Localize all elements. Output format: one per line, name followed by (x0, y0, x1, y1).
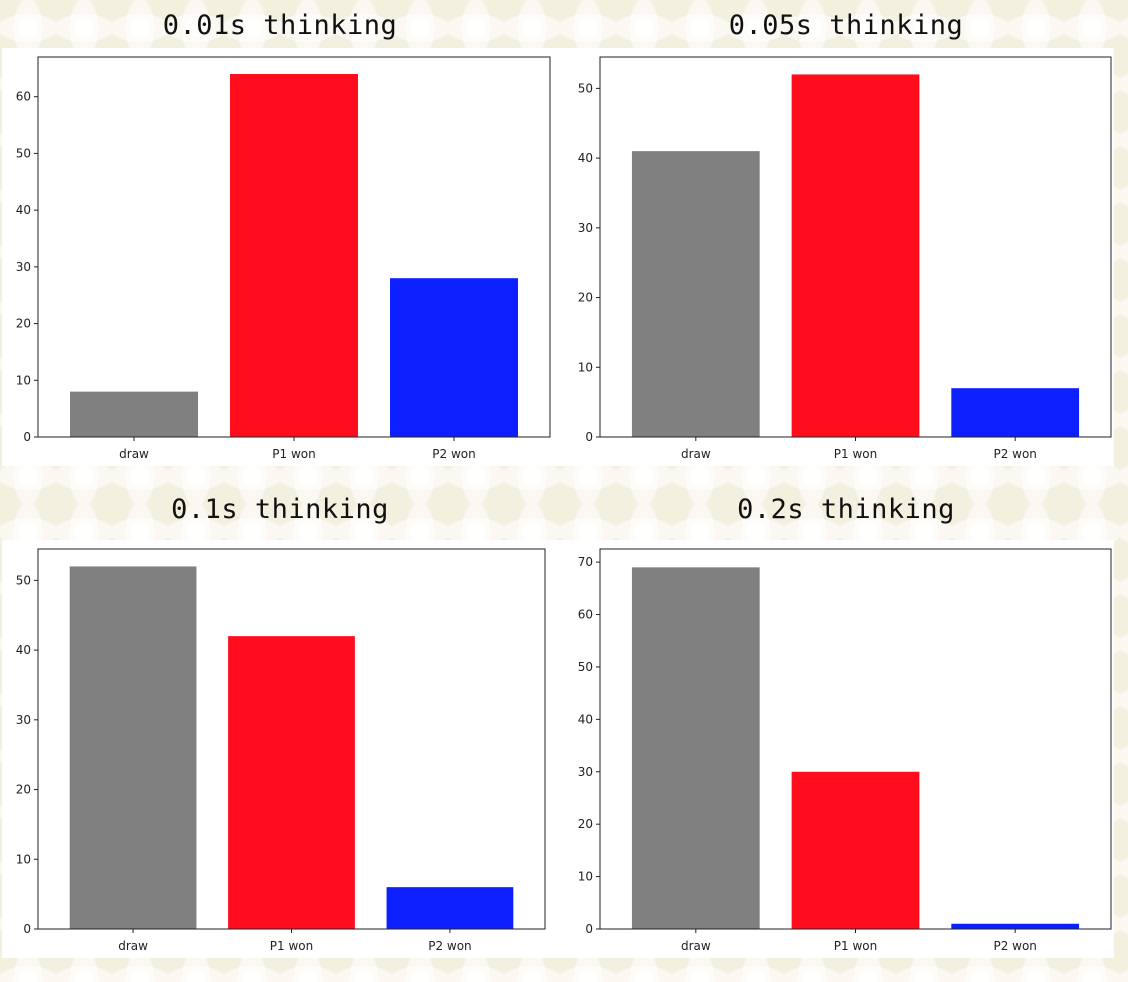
y-tick-label: 50 (16, 146, 31, 160)
x-tick-label: draw (681, 447, 711, 461)
y-tick-label: 50 (578, 660, 593, 674)
y-tick-label: 0 (585, 922, 593, 936)
chart-title: 0.1s thinking (171, 494, 389, 525)
bar-p2-won (951, 388, 1080, 437)
bar-p2-won (390, 278, 518, 437)
chart-panel-2: 0.05s thinking 0 10 20 30 40 50 draw P1 won P2 w… (556, 0, 1128, 470)
chart-title: 0.01s thinking (162, 10, 398, 41)
x-tick-label: P1 won (834, 447, 877, 461)
y-tick-label: 10 (16, 852, 31, 866)
y-tick-label: 40 (578, 151, 593, 165)
y-tick-label: 50 (578, 81, 593, 95)
x-tick-label: P1 won (272, 447, 315, 461)
bar-chart: 0 10 20 30 40 50 60 draw P1 won P2 won (16, 56, 551, 461)
y-tick-label: 40 (16, 643, 31, 657)
y-tick-label: 10 (578, 870, 593, 884)
y-tick-label: 0 (23, 430, 31, 444)
bar-p1-won (791, 771, 920, 929)
y-tick-label: 40 (16, 203, 31, 217)
bar-p1-won (228, 636, 355, 929)
bar-draw (631, 567, 760, 929)
y-tick-label: 30 (16, 260, 31, 274)
chart-title: 0.05s thinking (728, 10, 964, 41)
chart-title: 0.2s thinking (737, 494, 955, 525)
bar-draw (631, 151, 760, 438)
y-tick-label: 10 (578, 360, 593, 374)
y-tick-label: 0 (23, 922, 31, 936)
x-tick-label: P2 won (428, 939, 471, 953)
x-tick-label: P1 won (834, 939, 877, 953)
chart-panel-4: 0.2s thinking 0 10 20 30 40 50 60 70 draw P1 won P… (556, 490, 1128, 982)
chart-panel-1: 0.01s thinking 0 10 20 30 40 50 60 draw P1 won P2… (0, 0, 560, 470)
bar-chart: 0 10 20 30 40 50 60 70 draw P1 won P2 won (578, 548, 1112, 953)
bar-draw (70, 391, 198, 437)
y-tick-label: 20 (16, 317, 31, 331)
x-tick-label: P2 won (993, 447, 1036, 461)
bar-p2-won (386, 887, 514, 929)
x-tick-label: P2 won (432, 447, 475, 461)
bar-chart: 0 10 20 30 40 50 draw P1 won P2 won (16, 548, 546, 953)
y-tick-label: 30 (578, 221, 593, 235)
x-tick-label: draw (119, 447, 149, 461)
y-tick-label: 10 (16, 373, 31, 387)
y-tick-label: 20 (578, 291, 593, 305)
x-tick-label: P2 won (993, 939, 1036, 953)
y-tick-label: 20 (578, 817, 593, 831)
y-tick-label: 60 (16, 90, 31, 104)
y-tick-label: 70 (578, 555, 593, 569)
chart-panel-3: 0.1s thinking 0 10 20 30 40 50 draw P1 won P2 wo… (0, 490, 560, 982)
x-tick-label: draw (118, 939, 148, 953)
y-tick-label: 50 (16, 573, 31, 587)
bar-chart: 0 10 20 30 40 50 draw P1 won P2 won (578, 56, 1112, 461)
y-tick-label: 0 (585, 430, 593, 444)
y-tick-label: 60 (578, 608, 593, 622)
bar-p1-won (791, 74, 920, 438)
x-tick-label: draw (681, 939, 711, 953)
y-tick-label: 30 (16, 713, 31, 727)
y-tick-label: 40 (578, 712, 593, 726)
x-tick-label: P1 won (270, 939, 313, 953)
y-tick-label: 20 (16, 783, 31, 797)
y-tick-label: 30 (578, 765, 593, 779)
bar-p1-won (230, 74, 358, 437)
bar-draw (69, 566, 197, 929)
bar-p2-won (951, 923, 1080, 929)
